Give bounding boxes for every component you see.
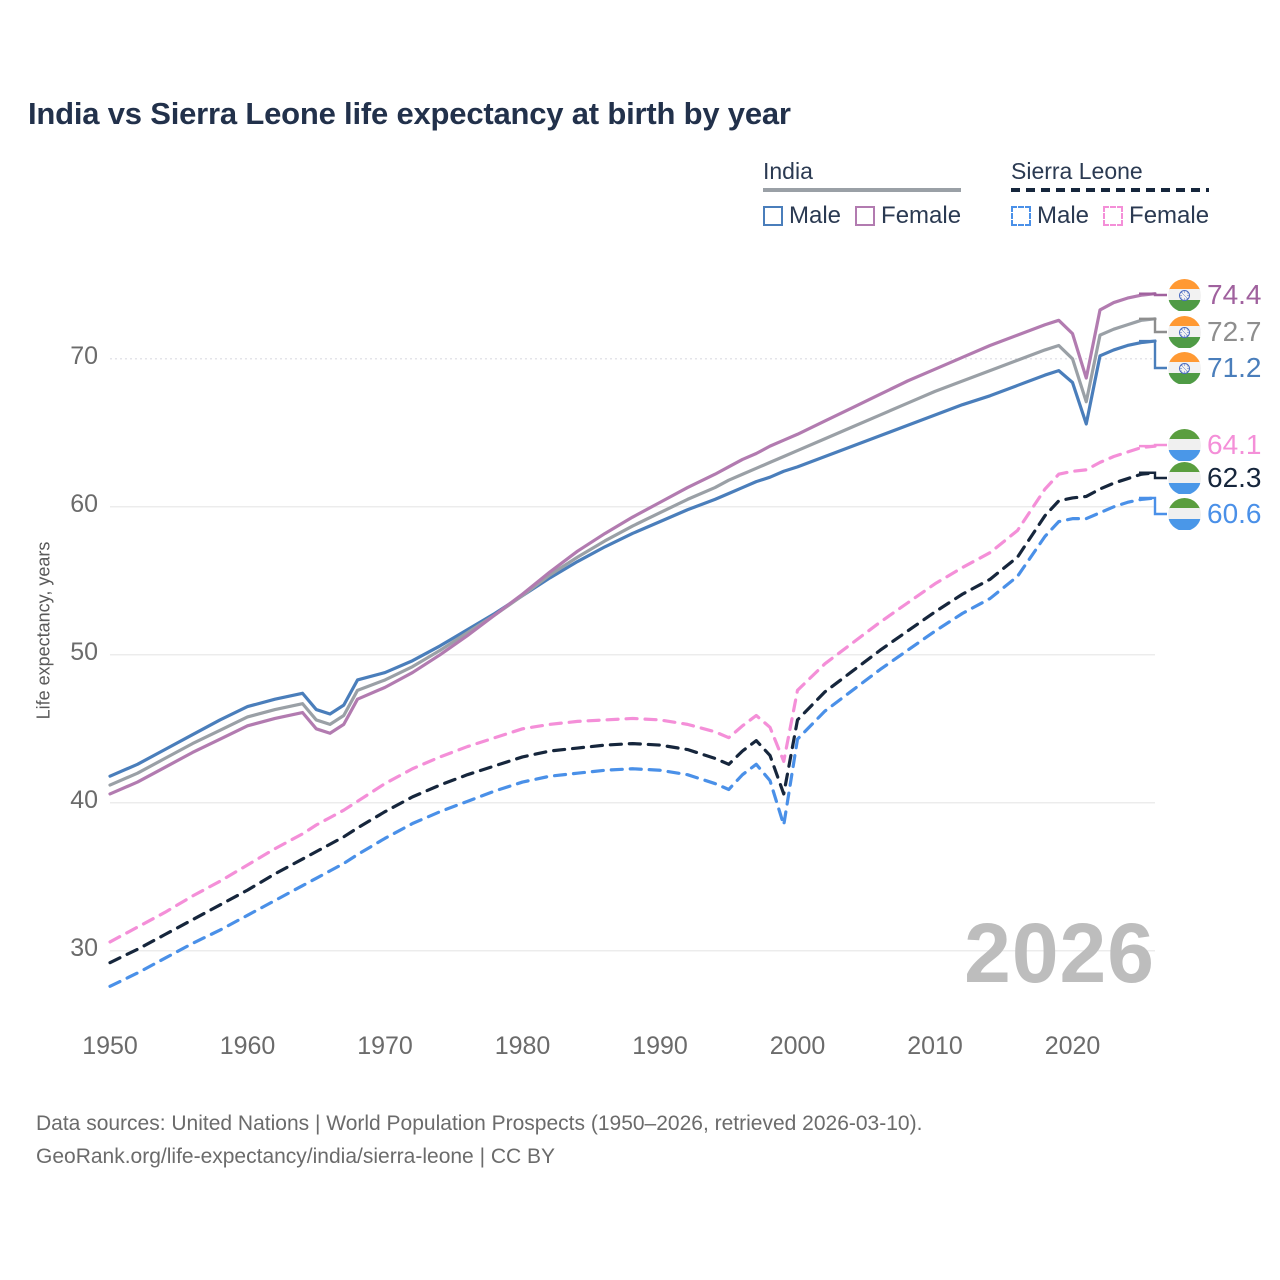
- chart-legend: India Male Female Sierra Leone Male: [755, 158, 1255, 244]
- legend-label-sierra-female: Female: [1129, 202, 1210, 229]
- legend-country-sierra-leone: Sierra Leone: [1011, 158, 1143, 184]
- y-tick-label: 50: [70, 637, 98, 666]
- x-tick-label: 2000: [769, 1032, 826, 1060]
- gridlines: [110, 358, 1155, 952]
- end-value-label: 74.4: [1168, 278, 1262, 312]
- legend-rule-sierra-leone: [1011, 188, 1210, 192]
- x-tick-label: 1990: [632, 1032, 688, 1060]
- label-connector: [1139, 292, 1167, 297]
- series-line: [108, 444, 1157, 944]
- end-value-label: 60.6: [1168, 497, 1262, 531]
- series-line: [108, 471, 1157, 965]
- end-value-text: 74.4: [1207, 279, 1262, 310]
- ashoka-chakra-icon: [1179, 362, 1190, 374]
- footer-line-2: GeoRank.org/life-expectancy/india/sierra…: [36, 1144, 556, 1168]
- end-value-text: 62.3: [1207, 462, 1262, 493]
- legend-country-india: India: [763, 158, 813, 184]
- label-connector: [1139, 471, 1167, 480]
- footer-line-1: Data sources: United Nations | World Pop…: [36, 1112, 923, 1135]
- x-tick-label: 2010: [907, 1032, 963, 1060]
- india-flag-icon: [1168, 315, 1201, 349]
- year-watermark: 2026: [964, 906, 1155, 1000]
- legend-swatch-icon-india-male: [763, 206, 783, 226]
- legend-item-sierra-female[interactable]: Female: [1103, 202, 1209, 230]
- label-connector: [1139, 339, 1167, 370]
- legend-swatch-icon-sierra-female: [1103, 206, 1124, 226]
- legend-swatch-icon-india-female: [855, 206, 876, 226]
- legend-swatch-icon-sierra-male: [1011, 206, 1031, 226]
- ashoka-chakra-icon: [1179, 289, 1190, 301]
- sierra-leone-flag-icon: [1168, 461, 1201, 495]
- india-flag-icon: [1168, 351, 1201, 385]
- legend-rule-india: [763, 188, 962, 192]
- sierra-leone-flag-icon: [1168, 428, 1201, 462]
- end-value-label: 64.1: [1168, 428, 1262, 462]
- series-line: [108, 339, 1157, 778]
- end-value-label: 72.7: [1168, 315, 1262, 349]
- legend-label-india-female: Female: [881, 202, 962, 229]
- y-tick-label: 40: [70, 785, 98, 814]
- end-value-text: 64.1: [1207, 429, 1262, 460]
- legend-label-india-male: Male: [789, 202, 842, 229]
- legend-label-sierra-male: Male: [1037, 202, 1090, 229]
- legend-group-india: India Male Female: [763, 158, 962, 230]
- label-connector: [1139, 317, 1167, 334]
- end-value-text: 60.6: [1207, 498, 1262, 529]
- legend-item-india-male[interactable]: Male: [763, 202, 841, 230]
- series-line: [108, 292, 1157, 796]
- y-axis-title: Life expectancy, years: [33, 541, 54, 720]
- page-title: India vs Sierra Leone life expectancy at…: [28, 96, 791, 131]
- sierra-leone-flag-icon: [1168, 497, 1201, 531]
- x-tick-label: 1960: [219, 1032, 276, 1060]
- end-connectors: [1139, 292, 1167, 516]
- legend-item-sierra-male[interactable]: Male: [1011, 202, 1089, 230]
- end-value-label: 71.2: [1168, 351, 1262, 385]
- x-tick-label: 1950: [82, 1032, 138, 1060]
- x-tick-label: 1970: [357, 1032, 413, 1060]
- x-tick-label: 1980: [494, 1032, 551, 1060]
- series-line: [108, 317, 1157, 787]
- y-tick-label: 30: [70, 933, 98, 962]
- end-value-text: 71.2: [1207, 352, 1262, 383]
- ashoka-chakra-icon: [1179, 326, 1190, 338]
- end-value-label: 62.3: [1168, 461, 1262, 495]
- y-tick-label: 70: [70, 341, 98, 370]
- series-lines: [108, 292, 1157, 988]
- legend-item-india-female[interactable]: Female: [855, 202, 961, 230]
- label-connector: [1139, 443, 1167, 448]
- label-connector: [1139, 496, 1167, 516]
- y-tick-label: 60: [70, 489, 98, 518]
- footer-attribution: Data sources: United Nations | World Pop…: [36, 1108, 922, 1173]
- legend-group-sierra-leone: Sierra Leone Male Female: [1011, 158, 1210, 230]
- x-tick-label: 2020: [1044, 1032, 1101, 1060]
- india-flag-icon: [1168, 278, 1201, 312]
- end-value-text: 72.7: [1207, 316, 1262, 347]
- series-line: [108, 496, 1157, 988]
